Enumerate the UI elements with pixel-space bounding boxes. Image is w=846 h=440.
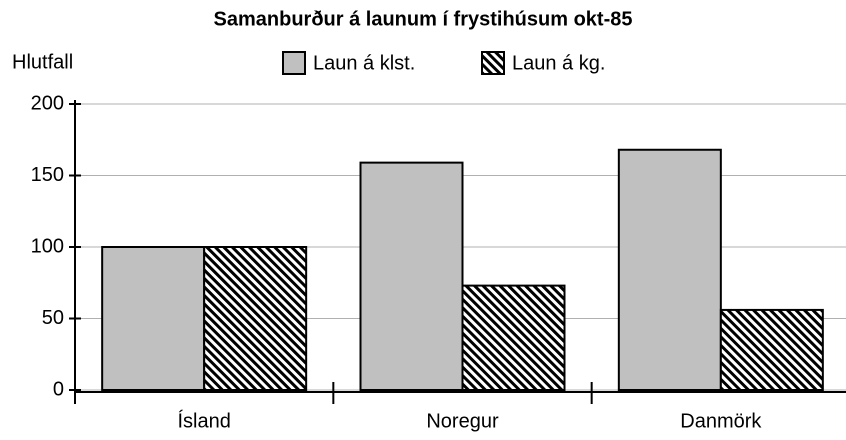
y-tick-label: 200 xyxy=(31,92,64,114)
y-tick-label: 100 xyxy=(31,235,64,257)
bar xyxy=(719,308,824,392)
legend-label: Laun á kg. xyxy=(512,52,605,74)
bar xyxy=(203,246,308,391)
x-tick-label: Danmörk xyxy=(680,410,762,432)
bar xyxy=(461,284,566,391)
y-tick-label: 150 xyxy=(31,164,64,186)
bar xyxy=(617,148,722,391)
x-tick-label: Ísland xyxy=(177,409,230,432)
y-axis-label: Hlutfall xyxy=(12,51,73,73)
chart-title: Samanburður á launum í frystihúsum okt-8… xyxy=(214,8,633,30)
y-tick-label: 50 xyxy=(42,307,64,329)
legend-swatch xyxy=(282,51,306,75)
legend-swatch xyxy=(481,51,505,75)
bar xyxy=(359,161,464,391)
x-tick-label: Noregur xyxy=(426,410,499,432)
legend-label: Laun á klst. xyxy=(313,52,415,74)
y-tick-label: 0 xyxy=(53,378,64,400)
bar xyxy=(101,246,206,391)
